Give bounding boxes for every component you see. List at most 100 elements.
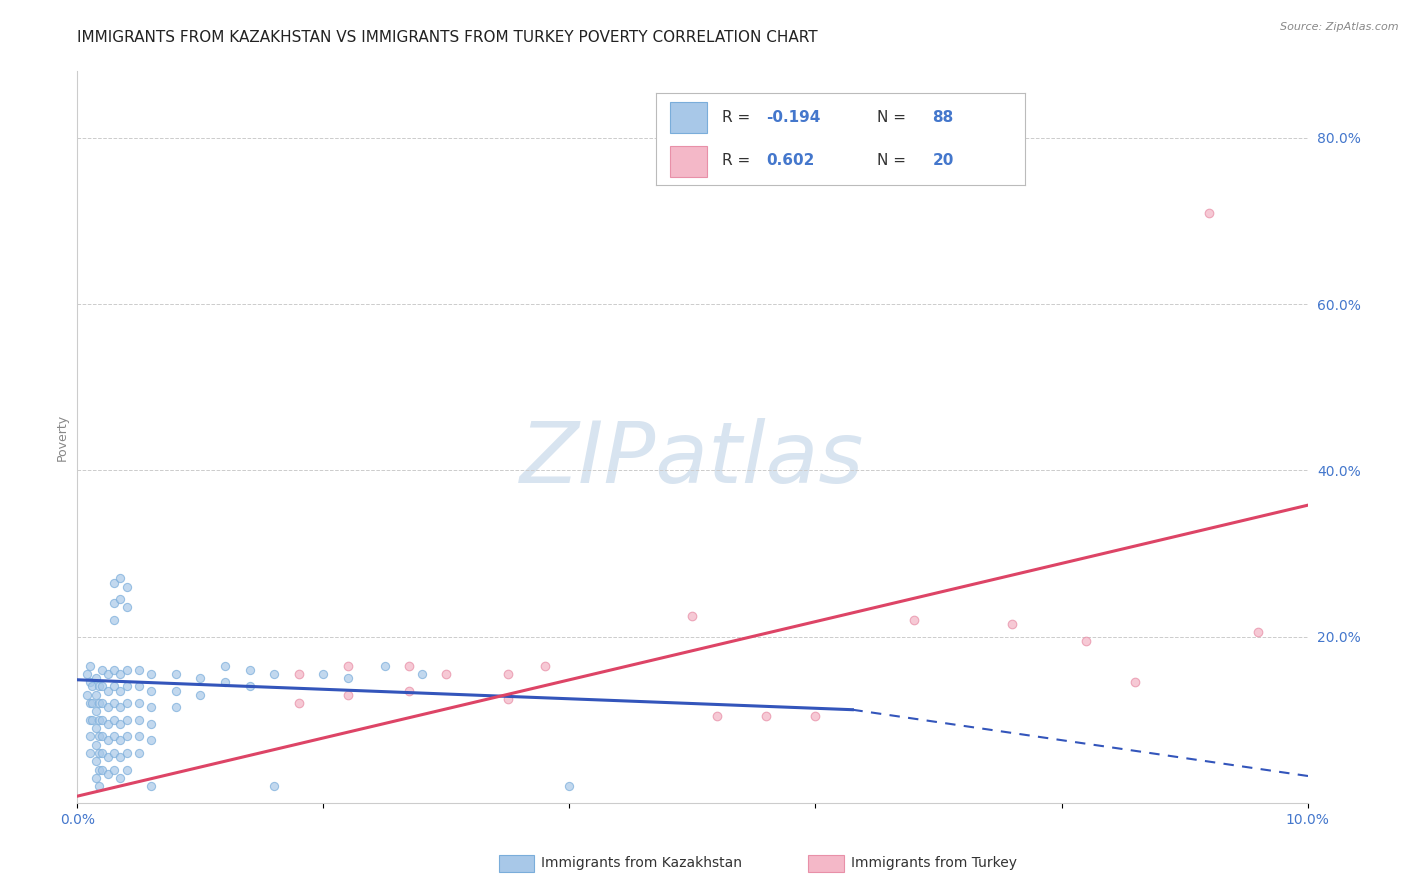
Point (110, 592, 132, 607)
Bar (671, 102, 707, 133)
Point (84, 721, 107, 735)
Point (288, 667, 311, 681)
Point (1076, 633, 1098, 648)
Point (141, 716, 163, 731)
Point (103, 696, 125, 710)
Point (90, 663, 114, 677)
Point (214, 658, 236, 673)
Text: Immigrants from Kazakhstan: Immigrants from Kazakhstan (541, 856, 742, 871)
Point (90, 729, 114, 743)
Text: R =: R = (723, 110, 755, 125)
Point (84, 771, 107, 785)
Point (141, 667, 163, 681)
Point (103, 613, 125, 627)
Point (337, 671, 360, 685)
Point (97, 733, 120, 747)
Point (115, 713, 138, 727)
Point (84, 688, 107, 702)
Point (76, 688, 98, 702)
Point (84, 671, 107, 685)
Point (903, 613, 925, 627)
Point (79, 658, 101, 673)
Point (398, 683, 420, 698)
Point (115, 600, 138, 615)
Point (103, 763, 125, 777)
Point (374, 658, 396, 673)
Point (141, 733, 163, 747)
Point (103, 575, 125, 590)
Point (706, 708, 728, 723)
Point (165, 667, 187, 681)
Point (110, 750, 132, 764)
Point (165, 700, 187, 714)
Point (436, 667, 458, 681)
Point (115, 763, 138, 777)
Point (97, 766, 120, 780)
Point (1198, 205, 1220, 219)
Point (682, 608, 704, 623)
Point (239, 680, 262, 694)
Point (128, 680, 150, 694)
Text: 88: 88 (932, 110, 953, 125)
Text: R =: R = (723, 153, 755, 169)
Point (90, 713, 114, 727)
Point (128, 696, 150, 710)
Point (79, 729, 101, 743)
Text: IMMIGRANTS FROM KAZAKHSTAN VS IMMIGRANTS FROM TURKEY POVERTY CORRELATION CHART: IMMIGRANTS FROM KAZAKHSTAN VS IMMIGRANTS… (77, 29, 818, 45)
Point (97, 716, 120, 731)
Point (84, 754, 107, 768)
Point (84, 738, 107, 752)
Point (82, 713, 104, 727)
Point (89, 713, 111, 727)
Point (534, 658, 557, 673)
Point (128, 713, 150, 727)
Point (79, 675, 101, 690)
Point (398, 658, 420, 673)
Point (90, 696, 114, 710)
Point (110, 571, 132, 585)
Point (115, 696, 138, 710)
Text: N =: N = (877, 110, 911, 125)
Point (103, 663, 125, 677)
Point (188, 671, 212, 685)
Point (115, 663, 138, 677)
Point (115, 680, 138, 694)
Point (90, 763, 114, 777)
Point (263, 779, 285, 793)
Point (496, 667, 519, 681)
Point (84, 705, 107, 719)
Point (165, 683, 187, 698)
Point (110, 700, 132, 714)
Point (214, 675, 236, 690)
Point (89, 696, 111, 710)
Point (89, 680, 111, 694)
Text: N =: N = (877, 153, 911, 169)
Point (239, 663, 262, 677)
Point (337, 688, 360, 702)
Point (141, 779, 163, 793)
Point (141, 700, 163, 714)
Point (103, 746, 125, 760)
Point (97, 683, 120, 698)
Point (97, 750, 120, 764)
Point (79, 696, 101, 710)
Point (97, 667, 120, 681)
Point (89, 729, 111, 743)
Point (411, 667, 433, 681)
Point (312, 667, 335, 681)
Point (103, 729, 125, 743)
Point (97, 700, 120, 714)
Point (82, 696, 104, 710)
Point (263, 667, 285, 681)
Point (89, 779, 111, 793)
Point (110, 667, 132, 681)
Point (141, 683, 163, 698)
Point (1125, 675, 1147, 690)
Point (110, 733, 132, 747)
Point (103, 596, 125, 610)
Point (76, 667, 98, 681)
Text: Source: ZipAtlas.com: Source: ZipAtlas.com (1281, 22, 1399, 32)
Point (1001, 617, 1024, 632)
Point (337, 658, 360, 673)
Point (188, 688, 212, 702)
